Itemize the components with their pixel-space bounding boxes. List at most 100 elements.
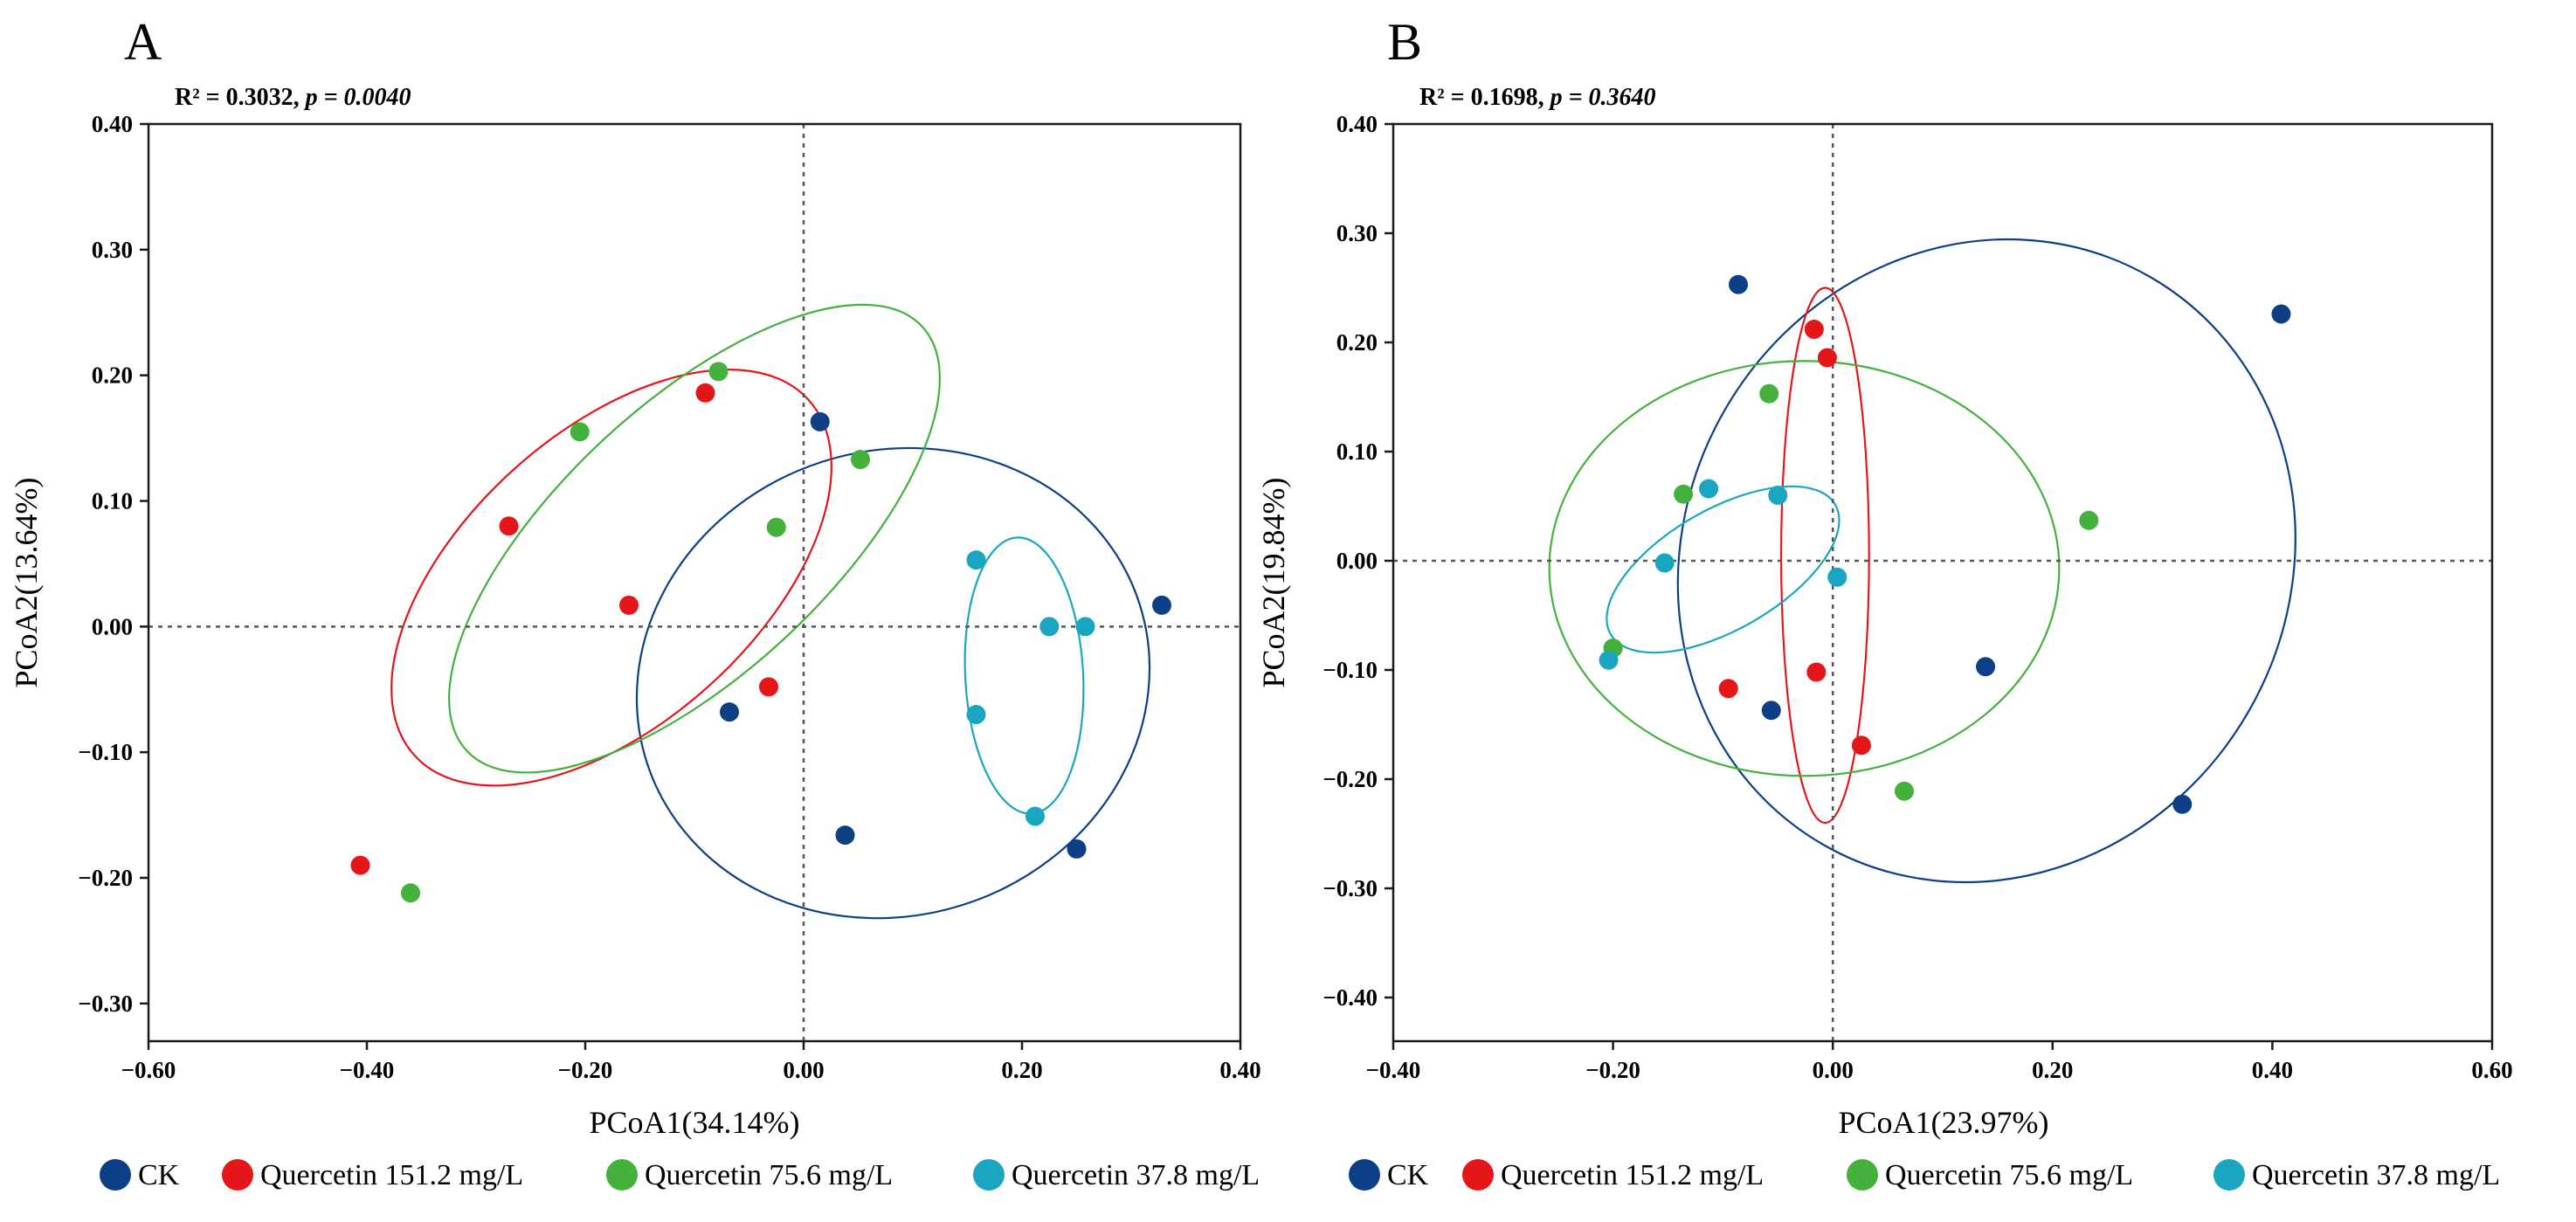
panel-a-y-axis-label: PCoA2(13.64%) bbox=[9, 478, 44, 688]
legend-marker-q75 bbox=[1847, 1159, 1878, 1191]
legend-item-3: Quercetin 75.6 mg/L bbox=[606, 1159, 893, 1191]
panel-b-point-q37-3 bbox=[1654, 553, 1675, 573]
panel-a-y-tick-label: −0.10 bbox=[78, 739, 133, 765]
panel-a-point-ck-2 bbox=[720, 702, 739, 722]
panel-a-stat: R² = 0.3032, p = 0.0040 bbox=[175, 84, 411, 111]
panel-a-ellipse-ck bbox=[635, 446, 1151, 920]
panel-b-y-tick-label: 0.20 bbox=[1336, 329, 1378, 356]
panel-b-point-q37-2 bbox=[1768, 486, 1788, 505]
panel-b-letter: B bbox=[1387, 13, 1422, 71]
panel-b-point-ck-4 bbox=[1976, 657, 1996, 677]
panel-a-x-tick-label: −0.60 bbox=[121, 1057, 176, 1083]
legend-item-4: Quercetin 37.8 mg/L bbox=[973, 1159, 1260, 1191]
legend-label: Quercetin 37.8 mg/L bbox=[1012, 1159, 1260, 1191]
panel-a-point-q75-1 bbox=[708, 362, 729, 382]
panel-a-point-q37-3 bbox=[1075, 617, 1095, 637]
panel-a-point-q75-5 bbox=[401, 883, 420, 903]
legend-item-6: Quercetin 151.2 mg/L bbox=[1462, 1159, 1764, 1191]
panel-b-point-ck-2 bbox=[2271, 304, 2291, 324]
panel-a-point-q37-2 bbox=[1039, 617, 1060, 637]
panel-b-point-q151-2 bbox=[1817, 348, 1837, 368]
panel-b-y-tick-label: 0.00 bbox=[1336, 548, 1378, 574]
panel-b-point-ck-1 bbox=[1729, 274, 1749, 294]
panel-b-point-ck-5 bbox=[2172, 794, 2193, 814]
panel-a-point-q75-4 bbox=[766, 517, 786, 537]
legend-label: Quercetin 75.6 mg/L bbox=[645, 1159, 893, 1191]
legend-item-5: CK bbox=[1349, 1159, 1429, 1191]
panel-b-x-tick-label: −0.20 bbox=[1585, 1057, 1640, 1083]
legend-item-7: Quercetin 75.6 mg/L bbox=[1847, 1159, 2133, 1191]
panel-a-y-tick-label: 0.10 bbox=[92, 488, 133, 514]
panel-b-point-ck-3 bbox=[1761, 701, 1781, 721]
legend-item-2: Quercetin 151.2 mg/L bbox=[222, 1159, 523, 1191]
panel-b-y-axis-label: PCoA2(19.84%) bbox=[1256, 478, 1291, 688]
panel-a-ellipse-q37 bbox=[963, 536, 1085, 815]
legend-item-8: Quercetin 37.8 mg/L bbox=[2213, 1159, 2500, 1191]
panel-a-y-tick-label: 0.20 bbox=[92, 362, 133, 389]
panel-b-ellipse-q151 bbox=[1779, 287, 1870, 825]
panel-b-point-q37-1 bbox=[1699, 479, 1719, 499]
panel-b-x-tick-label: 0.20 bbox=[2032, 1057, 2073, 1083]
panel-b: B R² = 0.1698, p = 0.3640 −0.40 −0.20 0.00… bbox=[1256, 13, 2513, 1140]
panel-a-plot-frame bbox=[147, 122, 1242, 1043]
legend-item-1: CK bbox=[100, 1159, 180, 1191]
panel-a-point-q37-4 bbox=[966, 705, 986, 725]
panel-a-point-q151-2 bbox=[499, 516, 519, 536]
panel-b-point-q37-5 bbox=[1599, 650, 1619, 670]
panel-b-x-tick-label: −0.40 bbox=[1366, 1057, 1421, 1083]
legend-label: CK bbox=[138, 1159, 180, 1191]
panel-a-y-tick-label: −0.30 bbox=[78, 991, 133, 1017]
panel-a-point-ck-5 bbox=[1152, 595, 1171, 615]
panel-a-x-tick-label: −0.20 bbox=[558, 1057, 613, 1083]
panel-b-point-q75-3 bbox=[2079, 510, 2099, 530]
legend-marker-q37 bbox=[973, 1159, 1005, 1191]
panel-b-point-q75-2 bbox=[1674, 484, 1694, 504]
panel-a: A R² = 0.3032, p = 0.0040 −0.60 −0.40 −0.2… bbox=[9, 13, 1261, 1140]
legend-label: Quercetin 151.2 mg/L bbox=[1501, 1159, 1764, 1191]
panel-a-point-q151-1 bbox=[695, 383, 715, 403]
panel-b-y-tick-label: 0.30 bbox=[1336, 220, 1378, 246]
panel-a-r2: R² = 0.3032, bbox=[175, 84, 306, 111]
panel-a-point-q37-1 bbox=[966, 550, 986, 570]
panel-b-pvalue: p = 0.3640 bbox=[1549, 84, 1656, 111]
panel-b-point-q37-4 bbox=[1827, 567, 1847, 587]
panel-a-x-tick-label: −0.40 bbox=[340, 1057, 395, 1083]
legend-marker-q75 bbox=[606, 1159, 638, 1191]
legend-label: Quercetin 75.6 mg/L bbox=[1885, 1159, 2133, 1191]
panel-a-point-q37-5 bbox=[1026, 806, 1045, 826]
panel-b-y-tick-label: −0.20 bbox=[1323, 766, 1378, 792]
panel-a-ellipse-q75 bbox=[448, 303, 941, 774]
panel-b-y-tick-label: 0.10 bbox=[1336, 438, 1378, 465]
panel-a-point-ck-4 bbox=[1067, 839, 1087, 859]
panel-b-x-tick-label: 0.00 bbox=[1813, 1057, 1854, 1083]
panel-b-stat: R² = 0.1698, p = 0.3640 bbox=[1419, 84, 1656, 111]
panel-a-y-tick-label: −0.20 bbox=[78, 865, 133, 891]
panel-a-pvalue: p = 0.0040 bbox=[304, 84, 411, 111]
legend-marker-ck bbox=[100, 1159, 131, 1191]
panel-b-y-tick-label: 0.40 bbox=[1336, 111, 1378, 137]
panel-a-letter: A bbox=[124, 13, 162, 71]
panel-a-y-tick-label: 0.40 bbox=[92, 111, 133, 137]
panel-b-point-q151-4 bbox=[1806, 662, 1827, 682]
panel-b-point-q75-1 bbox=[1759, 383, 1779, 404]
panel-a-x-tick-label: 0.20 bbox=[1001, 1057, 1042, 1083]
panel-b-x-tick-label: 0.40 bbox=[2252, 1057, 2293, 1083]
panel-b-ellipse-q75 bbox=[1548, 360, 2061, 777]
panel-b-point-q151-1 bbox=[1804, 320, 1824, 339]
panel-b-y-tick-label: −0.30 bbox=[1323, 875, 1378, 901]
legend-label: Quercetin 151.2 mg/L bbox=[260, 1159, 523, 1191]
panel-a-point-ck-1 bbox=[810, 411, 830, 431]
legend-label: Quercetin 37.8 mg/L bbox=[2252, 1159, 2500, 1191]
legend-label: CK bbox=[1387, 1159, 1429, 1191]
panel-a-y-tick-label: 0.30 bbox=[92, 237, 133, 263]
panel-b-x-tick-label: 0.60 bbox=[2471, 1057, 2512, 1083]
panel-b-x-axis-label: PCoA1(23.97%) bbox=[1839, 1105, 2049, 1140]
panel-a-x-tick-label: 0.00 bbox=[783, 1057, 824, 1083]
panel-b-y-tick-label: −0.10 bbox=[1323, 657, 1378, 683]
panel-b-ellipse-q37 bbox=[1606, 485, 1840, 654]
panel-a-ellipse-q151 bbox=[390, 369, 832, 787]
panel-b-y-tick-label: −0.40 bbox=[1323, 984, 1378, 1011]
panel-a-x-axis-label: PCoA1(34.14%) bbox=[590, 1105, 800, 1140]
legend: CK Quercetin 151.2 mg/L Quercetin 75.6 mg/… bbox=[100, 1159, 2500, 1191]
